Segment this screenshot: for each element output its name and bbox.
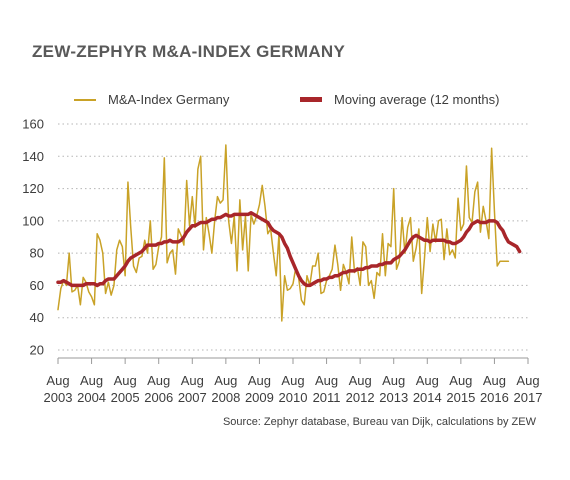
series-line-moving-average: [56, 211, 522, 288]
series-lines: [56, 144, 522, 322]
legend-item-index: M&A-Index Germany: [74, 92, 229, 107]
series-line-index: [57, 144, 510, 322]
y-tick-label: 60: [30, 278, 44, 293]
x-tick-label-year: 2005: [111, 390, 140, 405]
x-tick-label-year: 2017: [514, 390, 543, 405]
x-tick-label-year: 2010: [279, 390, 308, 405]
x-tick-label-year: 2009: [245, 390, 274, 405]
source-note: Source: Zephyr database, Bureau van Dijk…: [222, 416, 536, 428]
x-tick-label-year: 2007: [178, 390, 207, 405]
x-tick-label-month: Aug: [281, 373, 304, 388]
legend-label-index: M&A-Index Germany: [108, 92, 230, 107]
legend-swatch-index: [74, 98, 96, 101]
grid-lines: [58, 123, 528, 351]
x-tick-label-year: 2016: [480, 390, 509, 405]
y-tick-label: 160: [22, 117, 44, 132]
x-tick-label-year: 2008: [211, 390, 240, 405]
x-axis: Aug 2003 Aug 2004 Aug 2005 Aug 2006 Aug 2007 Aug 20…: [44, 357, 543, 405]
x-tick-label-year: 2006: [144, 390, 173, 405]
x-tick-label-year: 2011: [313, 390, 341, 405]
y-tick-label: 20: [30, 343, 44, 358]
x-tick-label-year: 2003: [44, 390, 73, 405]
x-tick-label-month: Aug: [516, 373, 539, 388]
x-tick-label-year: 2014: [413, 390, 442, 405]
x-tick-label-month: Aug: [315, 373, 338, 388]
x-tick-label-month: Aug: [181, 373, 204, 388]
x-tick-label-month: Aug: [449, 373, 472, 388]
legend-label-moving-average: Moving average (12 months): [334, 92, 500, 107]
y-tick-label: 40: [30, 310, 44, 325]
chart-title: ZEW-ZEPHYR M&A-INDEX GERMANY: [32, 42, 346, 61]
x-tick-label-month: Aug: [147, 373, 170, 388]
y-tick-label: 80: [30, 246, 44, 261]
x-tick-label-month: Aug: [114, 373, 137, 388]
legend-swatch-moving-average: [300, 97, 322, 102]
x-tick-label-year: 2013: [379, 390, 408, 405]
x-tick-label-month: Aug: [46, 373, 69, 388]
chart-legend: M&A-Index Germany Moving average (12 mon…: [0, 92, 570, 114]
x-tick-label-month: Aug: [214, 373, 237, 388]
x-tick-label-month: Aug: [80, 373, 103, 388]
legend-item-moving-average: Moving average (12 months): [300, 92, 499, 107]
x-tick-label-month: Aug: [349, 373, 372, 388]
x-tick-label-month: Aug: [382, 373, 405, 388]
y-axis-ticks: 20 40 60 80 100 120 140 160: [22, 117, 44, 358]
y-tick-label: 140: [22, 149, 44, 164]
x-tick-label-year: 2004: [77, 390, 106, 405]
x-tick-label-year: 2015: [446, 390, 475, 405]
y-tick-label: 120: [22, 181, 44, 196]
x-tick-label-month: Aug: [416, 373, 439, 388]
x-tick-label-year: 2012: [346, 390, 375, 405]
x-tick-label-month: Aug: [248, 373, 271, 388]
y-tick-label: 100: [22, 213, 44, 228]
x-tick-label-month: Aug: [483, 373, 506, 388]
